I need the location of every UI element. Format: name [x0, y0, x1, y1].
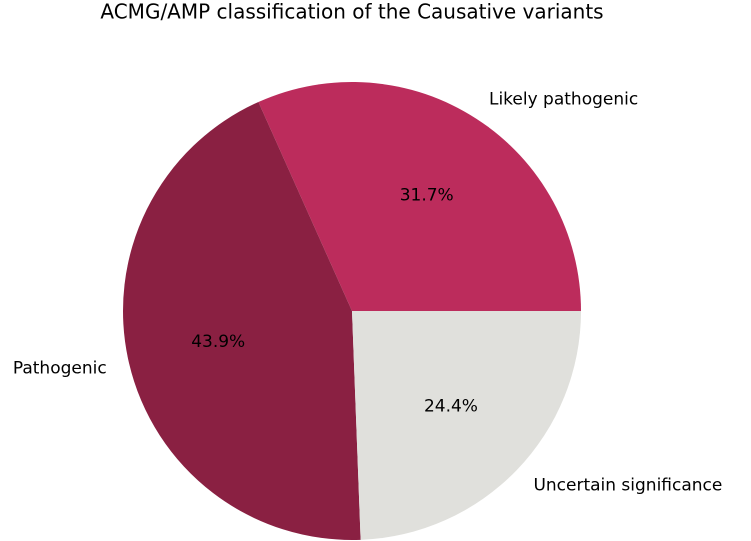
- value-label: 24.4%: [424, 396, 478, 416]
- chart-title: ACMG/AMP classification of the Causative…: [100, 0, 603, 24]
- value-label: 43.9%: [191, 332, 245, 352]
- slice-label: Pathogenic: [13, 358, 107, 378]
- pie-slice: [258, 81, 581, 311]
- pie-slice: [123, 101, 361, 540]
- value-label: 31.7%: [400, 186, 454, 206]
- slice-label: Likely pathogenic: [489, 90, 638, 110]
- slice-label: Uncertain significance: [533, 476, 722, 496]
- pie-slice: [352, 311, 581, 540]
